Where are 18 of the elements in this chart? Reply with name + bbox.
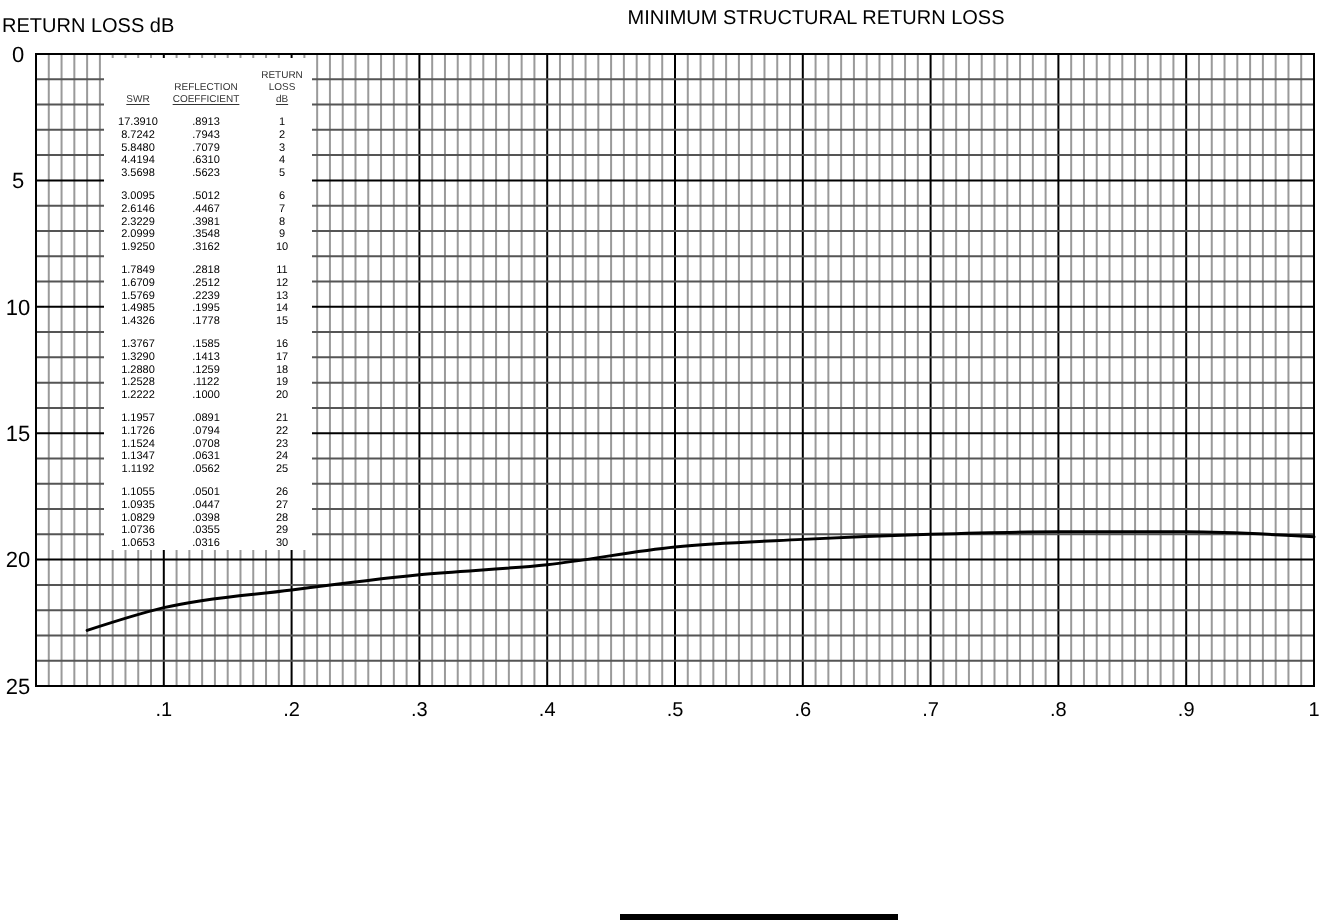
y-tick-label: 10: [5, 296, 31, 321]
y-tick-label: 20: [5, 549, 31, 574]
x-tick-label: .6: [794, 700, 813, 722]
x-tick-label: .4: [538, 700, 557, 722]
x-tick-label: .2: [283, 700, 301, 722]
x-tick-label: .1: [155, 700, 174, 722]
y-tick-label: 5: [11, 170, 25, 195]
x-tick-label: .5: [666, 700, 685, 722]
y-tick-label: 0: [11, 43, 25, 68]
x-tick-label: 1: [1308, 700, 1320, 722]
y-tick-label: 15: [5, 422, 31, 447]
x-tick-label: .7: [922, 700, 940, 722]
y-axis-title: RETURN LOSS dB: [2, 16, 175, 38]
x-tick-label: .9: [1177, 700, 1196, 722]
chart-title: MINIMUM STRUCTURAL RETURN LOSS: [627, 8, 1006, 30]
x-tick-label: .8: [1050, 700, 1068, 722]
y-tick-label: 25: [5, 675, 31, 700]
x-tick-label: .3: [411, 700, 429, 722]
